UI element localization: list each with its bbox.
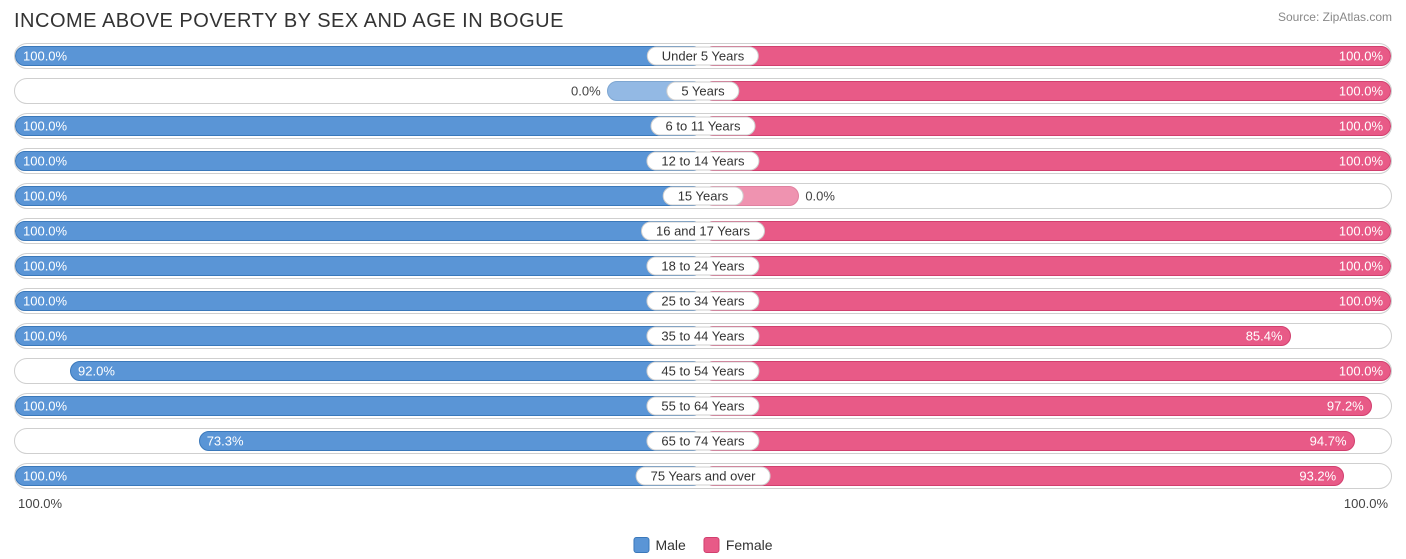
female-bar — [703, 256, 1391, 276]
category-label: 6 to 11 Years — [651, 117, 756, 136]
legend-swatch-male — [633, 537, 649, 553]
category-label: 65 to 74 Years — [646, 432, 759, 451]
female-value: 97.2% — [1327, 399, 1364, 414]
male-bar — [15, 186, 703, 206]
category-label: 18 to 24 Years — [646, 257, 759, 276]
female-bar — [703, 46, 1391, 66]
male-value: 100.0% — [23, 224, 67, 239]
female-bar — [703, 466, 1344, 486]
female-bar — [703, 326, 1291, 346]
category-label: 45 to 54 Years — [646, 362, 759, 381]
male-bar — [15, 151, 703, 171]
female-value: 100.0% — [1339, 224, 1383, 239]
male-bar — [15, 116, 703, 136]
female-bar — [703, 116, 1391, 136]
legend-label-female: Female — [726, 537, 773, 553]
chart-row: 100.0% 100.0% 12 to 14 Years — [14, 148, 1392, 174]
chart-row: 100.0% 97.2% 55 to 64 Years — [14, 393, 1392, 419]
chart-row: 100.0% 100.0% 25 to 34 Years — [14, 288, 1392, 314]
female-value: 94.7% — [1310, 434, 1347, 449]
male-value: 100.0% — [23, 189, 67, 204]
category-label: 12 to 14 Years — [646, 152, 759, 171]
male-value: 92.0% — [78, 364, 115, 379]
male-value: 100.0% — [23, 294, 67, 309]
category-label: 75 Years and over — [636, 467, 771, 486]
female-value: 93.2% — [1299, 469, 1336, 484]
male-bar — [15, 221, 703, 241]
axis-right-label: 100.0% — [1344, 496, 1388, 511]
chart-row: 92.0% 100.0% 45 to 54 Years — [14, 358, 1392, 384]
legend-item-male: Male — [633, 537, 685, 553]
female-value: 85.4% — [1246, 329, 1283, 344]
female-bar — [703, 81, 1391, 101]
legend: Male Female — [633, 537, 772, 553]
male-value: 100.0% — [23, 154, 67, 169]
male-bar — [15, 466, 703, 486]
female-value: 100.0% — [1339, 84, 1383, 99]
category-label: 35 to 44 Years — [646, 327, 759, 346]
chart-title: INCOME ABOVE POVERTY BY SEX AND AGE IN B… — [14, 10, 564, 33]
category-label: Under 5 Years — [647, 47, 759, 66]
male-value: 100.0% — [23, 399, 67, 414]
male-bar — [15, 291, 703, 311]
male-value: 100.0% — [23, 119, 67, 134]
male-value: 100.0% — [23, 329, 67, 344]
female-bar — [703, 291, 1391, 311]
male-value: 0.0% — [571, 84, 601, 99]
category-label: 55 to 64 Years — [646, 397, 759, 416]
chart-row: 100.0% 100.0% 18 to 24 Years — [14, 253, 1392, 279]
male-bar — [15, 256, 703, 276]
male-value: 73.3% — [207, 434, 244, 449]
chart-row: 100.0% 0.0% 15 Years — [14, 183, 1392, 209]
chart-row: 100.0% 100.0% Under 5 Years — [14, 43, 1392, 69]
male-bar — [70, 361, 703, 381]
male-value: 100.0% — [23, 259, 67, 274]
female-bar — [703, 361, 1391, 381]
chart-row: 100.0% 100.0% 6 to 11 Years — [14, 113, 1392, 139]
male-bar — [15, 326, 703, 346]
female-value: 0.0% — [805, 189, 835, 204]
category-label: 5 Years — [666, 82, 739, 101]
chart-row: 73.3% 94.7% 65 to 74 Years — [14, 428, 1392, 454]
female-bar — [703, 221, 1391, 241]
category-label: 25 to 34 Years — [646, 292, 759, 311]
chart-row: 0.0% 100.0% 5 Years — [14, 78, 1392, 104]
chart-row: 100.0% 93.2% 75 Years and over — [14, 463, 1392, 489]
chart-row: 100.0% 85.4% 35 to 44 Years — [14, 323, 1392, 349]
category-label: 16 and 17 Years — [641, 222, 765, 241]
chart-row: 100.0% 100.0% 16 and 17 Years — [14, 218, 1392, 244]
x-axis: 100.0% 100.0% — [14, 496, 1392, 511]
female-bar — [703, 431, 1355, 451]
header: INCOME ABOVE POVERTY BY SEX AND AGE IN B… — [14, 10, 1392, 33]
male-bar — [15, 396, 703, 416]
male-bar — [199, 431, 703, 451]
female-bar — [703, 151, 1391, 171]
female-bar — [703, 396, 1372, 416]
female-value: 100.0% — [1339, 119, 1383, 134]
female-value: 100.0% — [1339, 154, 1383, 169]
male-value: 100.0% — [23, 49, 67, 64]
source-label: Source: ZipAtlas.com — [1278, 10, 1392, 24]
category-label: 15 Years — [663, 187, 744, 206]
legend-label-male: Male — [655, 537, 685, 553]
legend-swatch-female — [704, 537, 720, 553]
diverging-bar-chart: 100.0% 100.0% Under 5 Years 0.0% 100.0% 5 Yea… — [14, 43, 1392, 489]
axis-left-label: 100.0% — [18, 496, 62, 511]
legend-item-female: Female — [704, 537, 773, 553]
male-value: 100.0% — [23, 469, 67, 484]
female-value: 100.0% — [1339, 259, 1383, 274]
female-value: 100.0% — [1339, 294, 1383, 309]
male-bar — [15, 46, 703, 66]
female-value: 100.0% — [1339, 364, 1383, 379]
female-value: 100.0% — [1339, 49, 1383, 64]
